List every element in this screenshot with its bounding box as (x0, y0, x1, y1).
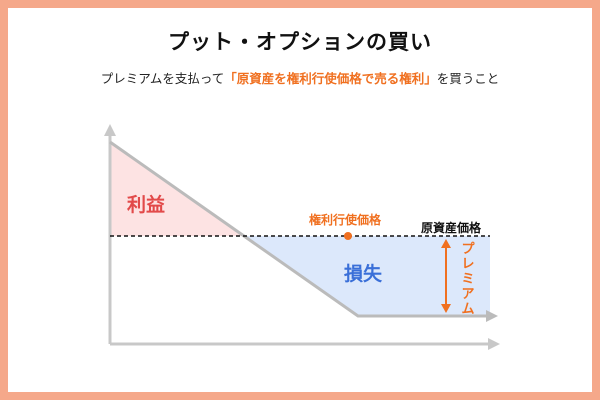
subtitle-text-after: を買うこと (436, 71, 500, 86)
payoff-line-arrow (486, 310, 498, 322)
strike-price-dot (344, 232, 352, 240)
loss-label: 損失 (344, 263, 383, 285)
profit-label: 利益 (127, 194, 166, 216)
card-background (8, 8, 592, 392)
payoff-line (109, 140, 488, 318)
y-axis-arrow (104, 124, 116, 136)
premium-arrow-head-bottom (441, 304, 451, 313)
loss-area (244, 236, 490, 316)
strike-price-label: 権利行使価格 (309, 213, 382, 227)
subtitle-text-before: プレミアムを支払って (100, 71, 225, 86)
x-axis-arrow (488, 338, 500, 350)
premium-label: プレミアム (461, 242, 475, 317)
page-subtitle: プレミアムを支払って「原資産を権利行使価格で売る権利」を買うこと (0, 68, 600, 87)
premium-arrow-head-top (441, 239, 451, 248)
page-title: プット・オプションの買い (168, 30, 432, 54)
subtitle-highlight: 「原資産を権利行使価格で売る権利」 (224, 71, 437, 86)
underlying-price-label: 原資産価格 (421, 221, 482, 235)
